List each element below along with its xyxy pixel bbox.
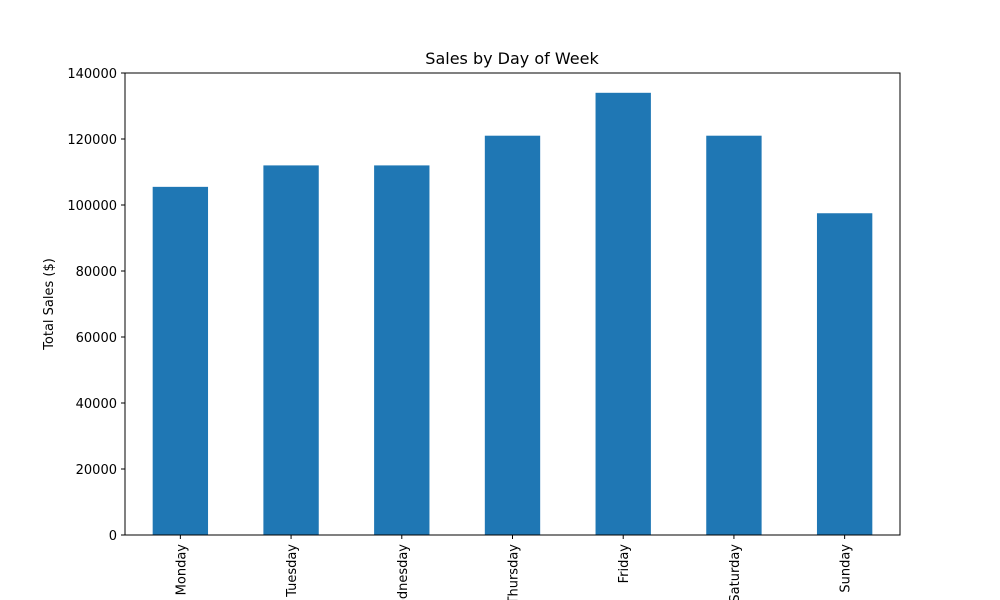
y-tick-label: 120000 (67, 133, 117, 148)
bars-group (152, 92, 873, 536)
y-axis-label: Total Sales ($) (42, 258, 57, 351)
plot-frame (124, 72, 901, 536)
x-tick-label: Friday (617, 544, 632, 584)
y-tick-label: 40000 (76, 397, 117, 412)
bar-friday (595, 92, 651, 536)
bar-wednesday (374, 165, 430, 535)
y-tick-label: 60000 (76, 331, 117, 346)
bar-thursday (484, 135, 541, 535)
y-tick-label: 100000 (67, 199, 117, 214)
plot-area: 020000400006000080000100000120000140000 … (67, 67, 901, 600)
chart-title: Sales by Day of Week (425, 49, 599, 68)
x-tick-label: Thursday (507, 544, 522, 600)
x-tick-label: Saturday (728, 544, 743, 600)
y-tick-label: 20000 (76, 463, 117, 478)
x-axis-ticks: Monday Tuesday Wednesday Thursday Friday Satu… (174, 535, 854, 600)
y-axis-ticks: 0 20000 40000 60000 80000 100000 120000 140000 (67, 67, 125, 544)
bar-tuesday (263, 165, 319, 535)
x-tick-label: Monday (174, 544, 189, 596)
bar-monday (152, 186, 209, 535)
y-tick-label: 80000 (76, 265, 117, 280)
y-tick-label: 140000 (67, 67, 117, 82)
x-tick-label: Wednesday (396, 544, 411, 600)
x-tick-label: Tuesday (285, 544, 300, 598)
bar-saturday (706, 135, 762, 535)
bar-sunday (816, 213, 873, 535)
y-tick-label: 0 (109, 529, 117, 544)
x-tick-label: Sunday (839, 544, 854, 593)
